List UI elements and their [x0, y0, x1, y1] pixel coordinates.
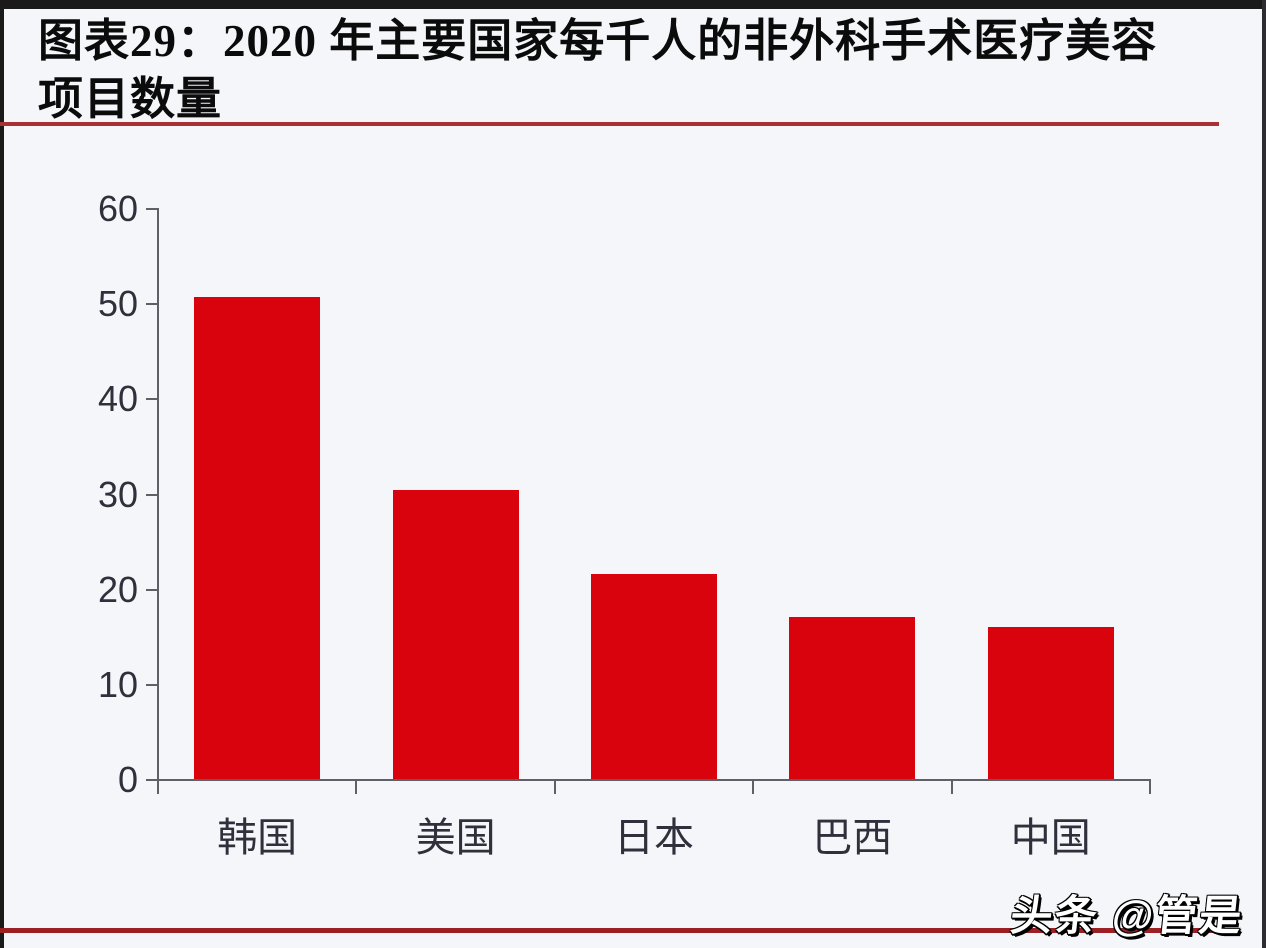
bar-2: [392, 489, 519, 779]
bar-5: [987, 626, 1114, 779]
x-tick-label: 美国: [415, 816, 496, 860]
top-frame-edge: [0, 0, 1266, 9]
y-tick-label: 60: [97, 188, 138, 229]
title-divider-line: [0, 122, 1219, 126]
x-axis-tick: [752, 779, 755, 794]
y-tick-label: 10: [97, 663, 138, 705]
figure-title-line2: 项目数量: [38, 74, 223, 124]
y-axis-tick: [146, 208, 158, 210]
bottom-divider-line: [0, 928, 1218, 933]
x-tick-label: 韩国: [217, 816, 298, 860]
y-axis-tick: [146, 779, 158, 781]
bar-1: [194, 297, 321, 779]
right-frame-edge: [1262, 0, 1266, 948]
figure-title: 图表29：2020 年主要国家每千人的非外科手术医疗美容 项目数量: [38, 12, 1228, 128]
y-axis-tick: [146, 683, 158, 686]
y-axis-tick: [146, 588, 158, 591]
watermark: 头条 @管是: [1008, 892, 1247, 939]
x-axis-tick: [1149, 779, 1151, 794]
y-axis-tick: [146, 398, 158, 401]
figure-title-line1: 图表29：2020 年主要国家每千人的非外科手术医疗美容: [38, 16, 1158, 66]
bar-3: [591, 574, 717, 779]
y-tick-label: 30: [97, 473, 138, 515]
y-tick-label: 20: [97, 568, 138, 610]
x-axis-tick: [950, 779, 953, 794]
x-tick-label: 中国: [1010, 816, 1091, 860]
x-axis-tick: [553, 779, 556, 794]
x-tick-label: 巴西: [812, 816, 893, 860]
x-axis-line: [146, 779, 1151, 781]
left-frame-edge: [0, 0, 4, 948]
y-axis-tick: [146, 493, 158, 496]
y-axis-tick: [146, 303, 158, 306]
x-axis-tick: [157, 779, 159, 794]
y-tick-label: 50: [97, 283, 138, 325]
y-tick-label: 40: [97, 378, 138, 420]
y-axis-line: [157, 208, 159, 781]
x-tick-label: 日本: [613, 816, 694, 860]
bar-4: [789, 617, 916, 779]
y-tick-label: 0: [117, 759, 138, 800]
x-axis-tick: [355, 779, 358, 794]
